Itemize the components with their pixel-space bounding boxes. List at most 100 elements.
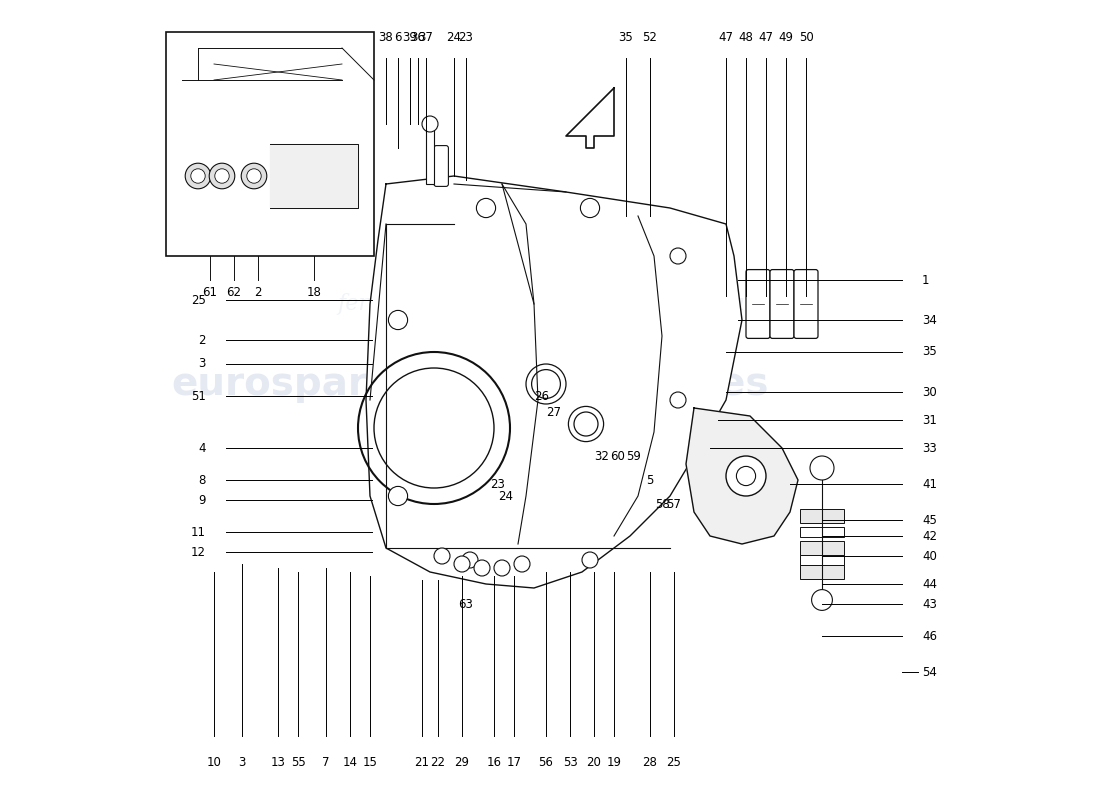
Text: 48: 48: [738, 31, 754, 44]
Circle shape: [582, 552, 598, 568]
Circle shape: [214, 169, 229, 183]
Circle shape: [190, 169, 206, 183]
Text: 29: 29: [454, 756, 470, 769]
Text: 57: 57: [667, 498, 681, 510]
Circle shape: [726, 456, 766, 496]
Circle shape: [462, 552, 478, 568]
Circle shape: [494, 560, 510, 576]
Text: 39: 39: [403, 31, 417, 44]
Polygon shape: [686, 408, 798, 544]
Text: 58: 58: [654, 498, 670, 510]
Text: 28: 28: [642, 756, 658, 769]
Circle shape: [670, 248, 686, 264]
Text: 19: 19: [606, 756, 621, 769]
Text: 14: 14: [342, 756, 358, 769]
Text: 55: 55: [290, 756, 306, 769]
Circle shape: [388, 310, 408, 330]
Polygon shape: [566, 88, 614, 148]
Text: 32: 32: [595, 450, 609, 462]
Circle shape: [422, 116, 438, 132]
Text: 53: 53: [562, 756, 578, 769]
Text: 60: 60: [610, 450, 626, 462]
Text: 21: 21: [415, 756, 429, 769]
Text: 10: 10: [207, 756, 221, 769]
Text: 16: 16: [486, 756, 502, 769]
Text: 33: 33: [922, 442, 937, 454]
Circle shape: [812, 590, 833, 610]
Polygon shape: [366, 176, 742, 588]
Text: 59: 59: [627, 450, 641, 462]
FancyBboxPatch shape: [746, 270, 770, 338]
Text: 3: 3: [239, 756, 245, 769]
Text: 30: 30: [922, 386, 937, 398]
Bar: [800, 541, 844, 555]
Text: 31: 31: [922, 414, 937, 426]
Text: 35: 35: [618, 31, 634, 44]
Text: 43: 43: [922, 598, 937, 610]
Text: 35: 35: [922, 346, 937, 358]
Circle shape: [246, 169, 261, 183]
Text: 34: 34: [922, 314, 937, 326]
Text: 13: 13: [271, 756, 285, 769]
Text: 23: 23: [459, 31, 473, 44]
Text: 51: 51: [191, 390, 206, 402]
Text: 36: 36: [410, 31, 426, 44]
Text: 1: 1: [922, 274, 930, 286]
Text: 41: 41: [922, 478, 937, 490]
Text: ferrari: ferrari: [338, 293, 410, 315]
Text: 5: 5: [647, 474, 653, 486]
FancyBboxPatch shape: [434, 146, 449, 186]
FancyBboxPatch shape: [770, 270, 794, 338]
Circle shape: [476, 198, 496, 218]
Circle shape: [241, 163, 267, 189]
Text: eurospares: eurospares: [172, 365, 417, 403]
Circle shape: [185, 163, 211, 189]
Text: 25: 25: [667, 756, 681, 769]
Text: 52: 52: [642, 31, 658, 44]
Bar: [426, 128, 434, 184]
Bar: [800, 509, 844, 523]
Text: 7: 7: [322, 756, 330, 769]
Text: 38: 38: [378, 31, 394, 44]
Text: 47: 47: [718, 31, 734, 44]
Bar: [800, 527, 844, 537]
Text: 6: 6: [394, 31, 402, 44]
Text: 47: 47: [759, 31, 773, 44]
Circle shape: [514, 556, 530, 572]
Text: 44: 44: [922, 578, 937, 590]
FancyBboxPatch shape: [794, 270, 818, 338]
Text: 25: 25: [191, 294, 206, 306]
Text: 2: 2: [254, 286, 262, 299]
Text: 20: 20: [586, 756, 602, 769]
Circle shape: [581, 198, 600, 218]
Text: 27: 27: [547, 406, 561, 418]
Text: 24: 24: [498, 490, 514, 502]
Text: 46: 46: [922, 630, 937, 642]
Text: 26: 26: [535, 390, 550, 402]
Text: 12: 12: [191, 546, 206, 558]
Text: 11: 11: [191, 526, 206, 538]
Circle shape: [434, 548, 450, 564]
Text: 37: 37: [419, 31, 433, 44]
Circle shape: [670, 392, 686, 408]
Text: 17: 17: [506, 756, 521, 769]
Polygon shape: [270, 144, 358, 208]
Text: 3: 3: [199, 358, 206, 370]
Bar: [800, 565, 844, 579]
Text: 45: 45: [922, 514, 937, 526]
Text: eurospares: eurospares: [524, 365, 769, 403]
Circle shape: [209, 163, 234, 189]
Circle shape: [454, 556, 470, 572]
Bar: [166, 32, 374, 256]
Text: 63: 63: [459, 598, 473, 610]
Text: 22: 22: [430, 756, 446, 769]
Text: 56: 56: [539, 756, 553, 769]
Text: 42: 42: [922, 530, 937, 542]
Text: 2: 2: [198, 334, 206, 346]
Text: 23: 23: [491, 478, 505, 490]
Text: 9: 9: [198, 494, 206, 506]
Text: ferrari: ferrari: [690, 293, 762, 315]
Text: 62: 62: [227, 286, 242, 299]
Circle shape: [810, 456, 834, 480]
Text: 61: 61: [202, 286, 218, 299]
